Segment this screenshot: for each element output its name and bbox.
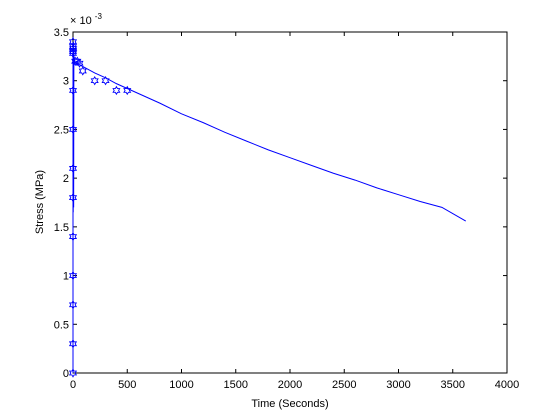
data-point-marker <box>68 85 78 96</box>
y-tick-label: 3 <box>63 76 69 88</box>
data-point-marker <box>78 66 87 76</box>
series-layer <box>68 37 467 378</box>
y-multiplier-exponent: -3 <box>95 12 103 21</box>
x-tick-label: 0 <box>70 379 76 391</box>
y-tick-label: 0.5 <box>54 319 69 331</box>
y-tick-labels: 0 0.5 1 1.5 2 2.5 3 3.5 <box>54 27 69 380</box>
y-multiplier-base: × 10 <box>70 15 92 27</box>
x-tick-label: 3000 <box>386 379 410 391</box>
series-line <box>72 41 467 373</box>
data-point-marker <box>68 124 78 135</box>
data-point-marker <box>75 58 84 68</box>
y-tick-label: 2.5 <box>54 124 69 136</box>
x-axis-title: Time (Seconds) <box>251 398 328 410</box>
y-tick-label: 0 <box>63 368 69 380</box>
data-point-marker <box>68 48 78 59</box>
y-axis-multiplier: × 10 -3 <box>70 12 102 27</box>
y-tick-label: 1 <box>63 271 69 283</box>
y-tick-label: 2 <box>63 173 69 185</box>
x-tick-label: 3500 <box>441 379 465 391</box>
data-point-marker <box>123 85 132 96</box>
data-point-marker <box>90 76 99 86</box>
x-tick-label: 4000 <box>495 379 519 391</box>
data-point-marker <box>101 76 110 86</box>
axis-ticks <box>72 31 508 374</box>
x-tick-label: 2000 <box>278 379 302 391</box>
x-tick-label: 1000 <box>169 379 193 391</box>
y-axis-title: Stress (MPa) <box>34 170 46 234</box>
data-point-marker <box>69 43 78 54</box>
x-tick-labels: 0 500 1000 1500 2000 2500 3000 3500 4000 <box>70 379 519 391</box>
data-point-marker <box>68 231 78 242</box>
plot-area <box>72 31 508 374</box>
data-point-marker <box>68 339 78 349</box>
data-point-marker <box>68 192 78 203</box>
y-tick-label: 3.5 <box>54 27 69 39</box>
data-point-marker <box>68 300 78 310</box>
x-tick-label: 2500 <box>332 379 356 391</box>
y-tick-label: 1.5 <box>54 222 69 234</box>
data-point-marker <box>68 163 78 174</box>
data-point-marker <box>112 85 121 96</box>
data-point-marker <box>68 368 78 378</box>
data-point-marker <box>68 270 78 281</box>
x-tick-label: 1500 <box>224 379 248 391</box>
x-tick-label: 500 <box>118 379 136 391</box>
